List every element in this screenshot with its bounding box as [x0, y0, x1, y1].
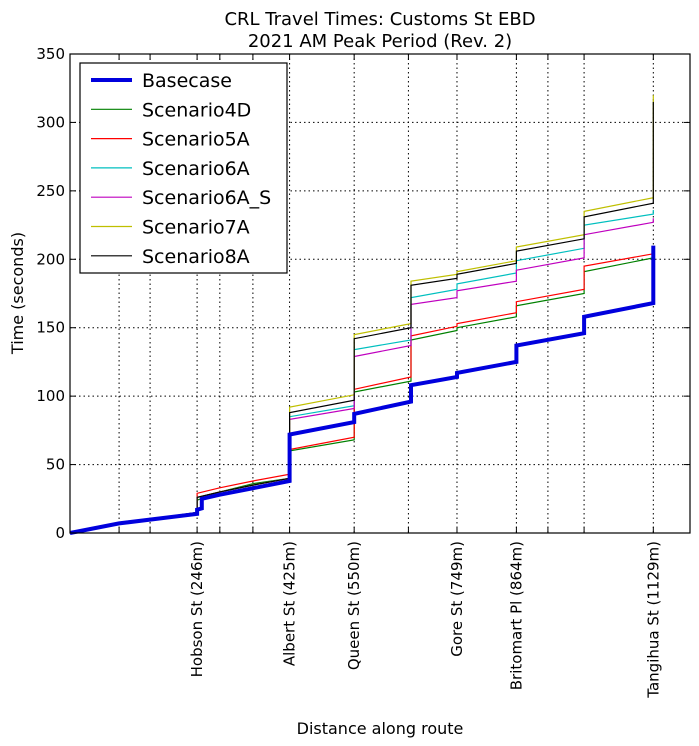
y-tick-label: 100: [36, 387, 65, 405]
x-tick-label: Albert St (425m): [281, 541, 299, 666]
legend-item-label: Scenario8A: [142, 246, 250, 268]
legend-item-label: Scenario4D: [142, 99, 251, 121]
plot-frame: [69, 53, 691, 534]
ticks: 0 50 100 150 200 250 300 350 Hobson St (246m) Alb…: [36, 45, 690, 699]
legend-item-label: Basecase: [142, 70, 232, 92]
y-tick-label: 350: [36, 45, 65, 63]
y-tick-label: 150: [36, 319, 65, 337]
legend-item-label: Scenario6A: [142, 158, 250, 180]
x-axis-label: Distance along route: [297, 719, 464, 738]
x-tick-label: Gore St (749m): [448, 541, 466, 657]
series-line-scenario5a: [69, 249, 654, 534]
legend: Basecase Scenario4D Scenario5A Scenario6A Sc…: [79, 62, 288, 274]
x-tick-label: Britomart Pl (864m): [507, 541, 525, 690]
y-tick-label: 250: [36, 182, 65, 200]
y-axis-label: Time (seconds): [8, 232, 27, 355]
y-tick-label: 0: [55, 524, 65, 542]
y-tick-label: 50: [46, 456, 65, 474]
legend-item-label: Scenario6A_S: [142, 187, 271, 209]
legend-item-label: Scenario7A: [142, 217, 250, 239]
series-line-scenario8a: [69, 101, 654, 534]
x-tick-label: Hobson St (246m): [188, 541, 206, 677]
x-tick-label: Queen St (550m): [345, 541, 363, 670]
legend-item-label: Scenario5A: [142, 129, 250, 151]
y-tick-label: 300: [36, 113, 65, 131]
series-line-scenario4d: [69, 252, 654, 534]
axes: [69, 53, 691, 534]
chart-title: CRL Travel Times: Customs St EBD: [224, 9, 535, 30]
y-tick-label: 200: [36, 250, 65, 268]
chart-subtitle: 2021 AM Peak Period (Rev. 2): [248, 31, 512, 52]
series-line-basecase: [69, 245, 656, 535]
x-tick-label: Tangihua St (1129m): [644, 541, 662, 699]
series-group: [69, 95, 656, 535]
